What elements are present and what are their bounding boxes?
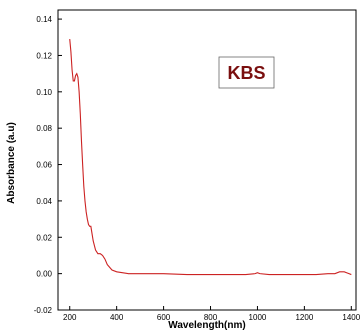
y-tick-label: 0.04 [36,197,52,206]
y-axis-title: Absorbance (a.u) [6,122,17,204]
x-tick-label: 1400 [342,313,360,322]
x-axis-title: Wavelength(nm) [168,320,245,330]
x-axis-ticks: 200 400 600 800 1000 1200 1400 [63,306,361,322]
x-tick-label: 400 [110,313,124,322]
x-tick-label: 1200 [295,313,313,322]
y-tick-label: 0.02 [36,233,52,242]
annotation-box [218,56,275,89]
y-tick-label: 0.10 [36,88,52,97]
series-line [69,39,352,276]
plot-frame [57,9,357,311]
y-tick-label: 0.00 [36,270,52,279]
y-tick-label: 0.14 [36,15,52,24]
x-tick-label: 800 [204,313,218,322]
x-tick-label: 200 [63,313,77,322]
y-tick-label: -0.02 [34,306,53,315]
x-tick-label: 1000 [249,313,267,322]
y-tick-label: 0.12 [36,51,52,60]
annotation-label: KBS [227,63,265,83]
x-tick-label: 600 [157,313,171,322]
y-tick-label: 0.08 [36,124,52,133]
y-tick-label: 0.06 [36,161,52,170]
y-axis-ticks: -0.02 0.00 0.02 0.04 0.06 0.08 0.10 0.12 0.14 [34,15,62,315]
